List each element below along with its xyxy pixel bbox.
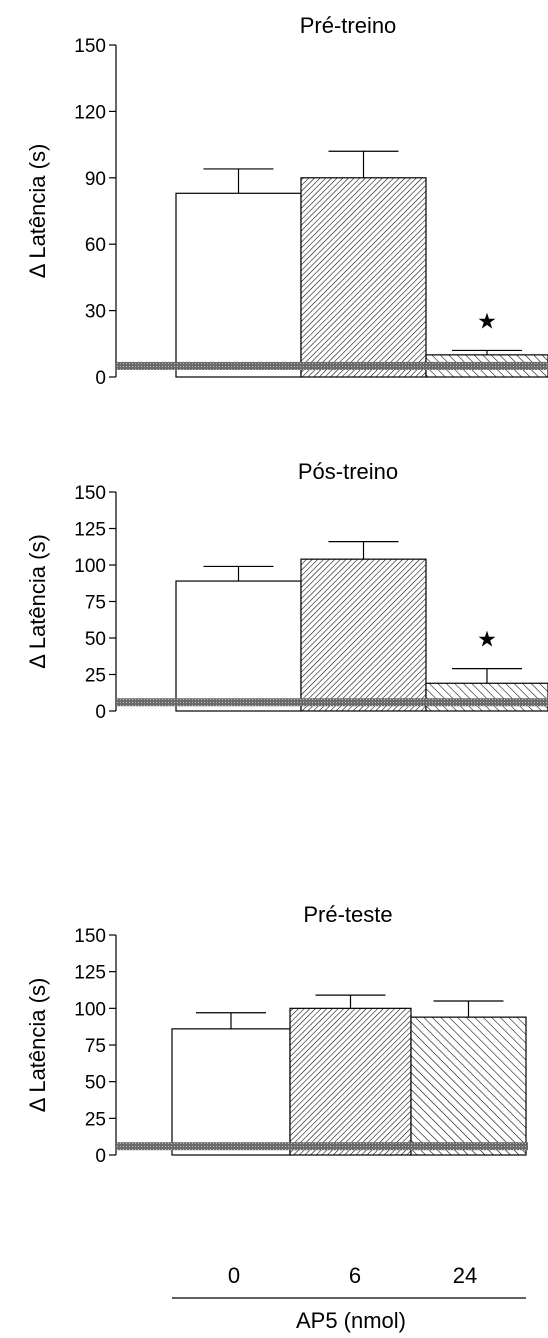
y-tick-label: 0	[95, 1146, 106, 1167]
bar	[410, 1016, 527, 1156]
y-axis-label: Δ Latência (s)	[25, 144, 50, 279]
bar	[171, 1028, 291, 1156]
y-tick-label: 50	[85, 1073, 106, 1094]
y-tick-label: 30	[85, 302, 106, 323]
x-tick-label-0: 0	[228, 1263, 240, 1288]
bar	[175, 192, 302, 378]
bar	[175, 580, 302, 712]
y-tick-label: 100	[74, 556, 106, 577]
chart-title: Pós-treino	[298, 459, 398, 484]
y-tick-label: 25	[85, 666, 106, 687]
bar	[289, 1007, 412, 1156]
panel-pos-treino: Pós-treino Δ Latência (s) 0 25 50 75 100 125 150…	[25, 459, 548, 723]
baseline-band	[116, 698, 548, 707]
y-tick-label: 75	[85, 1036, 106, 1057]
y-tick-label: 0	[95, 368, 106, 389]
y-tick-label: 150	[74, 36, 106, 57]
y-axis-label: Δ Latência (s)	[25, 978, 50, 1113]
x-tick-label-2: 24	[453, 1263, 477, 1288]
baseline-band	[116, 361, 548, 370]
significance-marker: ★	[477, 627, 497, 652]
y-tick-label: 75	[85, 593, 106, 614]
panel-pre-teste: Pré-teste Δ Latência (s) 0 25 50 75 100 125 150	[25, 902, 528, 1167]
x-axis-label: AP5 (nmol)	[296, 1308, 406, 1333]
x-axis: 0 6 24 AP5 (nmol)	[172, 1263, 526, 1333]
y-tick-label: 120	[74, 102, 106, 123]
y-axis-label: Δ Latência (s)	[25, 534, 50, 669]
x-tick-label-1: 6	[349, 1263, 361, 1288]
significance-marker: ★	[477, 308, 497, 333]
bar	[300, 558, 427, 712]
chart-title: Pré-teste	[303, 902, 392, 927]
y-tick-label: 25	[85, 1109, 106, 1130]
y-tick-label: 60	[85, 235, 106, 256]
y-tick-label: 90	[85, 169, 106, 190]
y-tick-label: 125	[74, 520, 106, 541]
y-tick-label: 150	[74, 926, 106, 947]
y-tick-label: 50	[85, 629, 106, 650]
y-tick-label: 125	[74, 963, 106, 984]
y-tick-label: 150	[74, 483, 106, 504]
bar	[300, 177, 427, 378]
bar	[425, 682, 548, 712]
panel-pre-treino: Pré-treino Δ Latência (s) 0 30 60 90 120 150 ★	[25, 13, 548, 389]
y-tick-label: 100	[74, 999, 106, 1020]
baseline-band	[116, 1142, 528, 1151]
chart-title: Pré-treino	[300, 13, 397, 38]
y-tick-label: 0	[95, 702, 106, 723]
